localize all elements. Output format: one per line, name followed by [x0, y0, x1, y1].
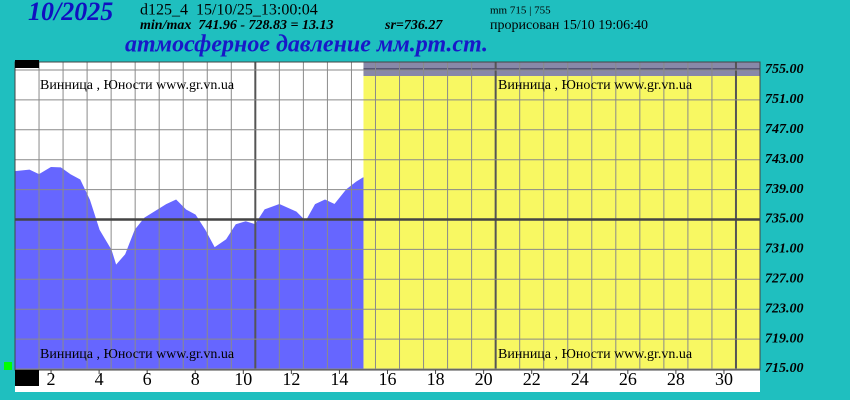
- watermark: Винница , Юности www.gr.vn.ua: [498, 78, 693, 93]
- x-tick-label: 10: [234, 369, 252, 389]
- station-code: d125_4 15/10/25_13:00:04: [140, 2, 318, 19]
- x-tick-label: 18: [427, 369, 445, 389]
- range-note: mm 715 | 755: [490, 5, 551, 17]
- y-tick-label: 739.00: [765, 182, 804, 197]
- watermark: Винница , Юности www.gr.vn.ua: [40, 347, 235, 362]
- x-tick-label: 20: [475, 369, 493, 389]
- x-tick-label: 6: [143, 369, 152, 389]
- x-tick-label: 22: [523, 369, 541, 389]
- y-tick-label: 755.00: [765, 62, 804, 77]
- x-tick-label: 4: [95, 369, 104, 389]
- header-date: 10/2025: [28, 0, 113, 26]
- watermark: Винница , Юности www.gr.vn.ua: [498, 347, 693, 362]
- area: [15, 167, 364, 370]
- area-line: [14, 166, 364, 267]
- forecast-region: [363, 62, 760, 370]
- y-tick-label: 723.00: [765, 301, 804, 316]
- x-tick-label: 8: [191, 369, 200, 389]
- x-tick-label: 16: [379, 369, 397, 389]
- drawn-time: прорисован 15/10 19:06:40: [490, 18, 648, 33]
- x-tick-label: 2: [47, 369, 56, 389]
- corner-mark: [15, 60, 39, 68]
- plot: [14, 62, 760, 370]
- y-tick-label: 715.00: [765, 361, 804, 376]
- x-tick-label: 30: [715, 369, 733, 389]
- x-axis-strip: [15, 370, 760, 392]
- min-max: min/max 741.96 - 728.83 = 13.13: [140, 18, 333, 33]
- watermark: Винница , Юности www.gr.vn.ua: [40, 78, 235, 93]
- y-tick-label: 743.00: [765, 152, 804, 167]
- chart-title: атмосферное давление мм.рт.ст.: [125, 32, 488, 58]
- indicator: [4, 362, 12, 370]
- x-tick-label: 14: [330, 369, 348, 389]
- x-tick-label: 26: [619, 369, 637, 389]
- x-tick-label: 28: [667, 369, 685, 389]
- x-tick-label: 24: [571, 369, 589, 389]
- mean-value: sr=736.27: [384, 18, 443, 33]
- x-tick-label: 12: [282, 369, 300, 389]
- y-tick-label: 727.00: [765, 272, 804, 287]
- y-tick-label: 751.00: [765, 92, 804, 107]
- y-tick-label: 747.00: [765, 122, 804, 137]
- y-tick-label: 731.00: [765, 242, 804, 257]
- corner-mark: [15, 370, 39, 386]
- y-tick-label: 719.00: [765, 331, 804, 346]
- y-tick-label: 735.00: [765, 212, 804, 227]
